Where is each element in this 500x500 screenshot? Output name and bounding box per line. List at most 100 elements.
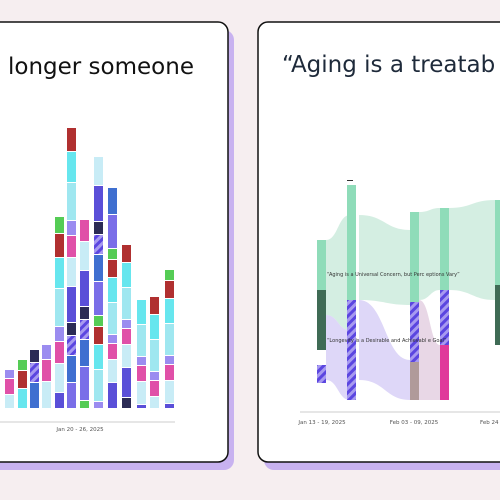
bar-segment	[108, 335, 117, 343]
bar-segment	[108, 344, 117, 359]
bar-segment	[55, 327, 64, 341]
bar-segment	[165, 404, 174, 408]
bar-segment	[165, 365, 174, 380]
node	[440, 290, 449, 345]
bar-segment	[67, 287, 76, 322]
bar-segment	[108, 215, 117, 248]
tick	[347, 180, 353, 181]
bar-segment	[94, 222, 103, 234]
bar-segment	[55, 393, 64, 408]
bar-segment	[94, 282, 103, 315]
bar-segment	[30, 383, 39, 408]
flow	[449, 200, 495, 300]
node	[410, 212, 419, 302]
flow	[419, 208, 440, 300]
x-label: Feb 03 - 09, 2025	[390, 420, 439, 426]
node	[347, 300, 356, 400]
bar-segment	[94, 235, 103, 254]
bar-segment	[150, 315, 159, 339]
bar-segment	[165, 281, 174, 298]
bar-segment	[94, 370, 103, 401]
bar-segment	[94, 316, 103, 326]
bar-segment	[122, 263, 131, 287]
bar-segment	[137, 405, 146, 408]
bar-segment	[55, 217, 64, 233]
flow	[359, 215, 410, 305]
bar-segment	[67, 336, 76, 355]
bar-segment	[165, 270, 174, 280]
bar-segment	[80, 367, 89, 400]
bar-segment	[108, 383, 117, 408]
bar-segment	[94, 327, 103, 344]
bar-segment	[67, 383, 76, 408]
node	[440, 345, 449, 400]
bar-segment	[165, 356, 174, 364]
annotation: “Aging is a Universal Concern, but Perc …	[327, 272, 460, 278]
node	[317, 365, 326, 383]
bar-segment	[80, 307, 89, 319]
bar-segment	[94, 255, 103, 281]
bar-segment	[55, 258, 64, 288]
bar-segment	[137, 300, 146, 324]
bar-segment	[150, 340, 159, 371]
bar-segment	[137, 325, 146, 356]
bar-segment	[94, 402, 103, 408]
bar-segment	[5, 370, 14, 378]
bar-segment	[165, 381, 174, 403]
bar-segment	[5, 379, 14, 394]
bar-segment	[80, 220, 89, 241]
bar-segment	[80, 320, 89, 339]
bar-segment	[67, 356, 76, 382]
bar-segment	[137, 366, 146, 381]
bar-segment	[122, 320, 131, 328]
bar-segment	[108, 278, 117, 302]
left-chart: longer someone Jan 20 - 26, 2025	[0, 54, 194, 433]
bar-segment	[165, 299, 174, 323]
bar-segment	[18, 389, 27, 408]
bar-segment	[67, 183, 76, 220]
card-title: “Aging is a treatab	[282, 52, 495, 78]
bar-segment	[30, 350, 39, 362]
x-label: Jan 13 - 19, 2025	[297, 420, 346, 426]
node	[495, 285, 500, 345]
bar-segment	[150, 397, 159, 408]
bar-segment	[150, 381, 159, 396]
card-title: longer someone	[8, 54, 194, 80]
bar-segment	[94, 186, 103, 221]
bar-segment	[42, 345, 51, 359]
bar-segment	[80, 401, 89, 408]
bar-segment	[165, 324, 174, 355]
bar-segment	[67, 152, 76, 182]
bar-segment	[5, 395, 14, 408]
bar-segment	[67, 236, 76, 257]
flow	[359, 300, 410, 400]
bar-segment	[108, 188, 117, 214]
node	[440, 208, 449, 290]
bar-segment	[30, 363, 39, 382]
bar-segment	[80, 340, 89, 366]
bar-segment	[122, 288, 131, 319]
bar-segment	[67, 128, 76, 151]
bar-segment	[94, 157, 103, 185]
bar-segment	[94, 345, 103, 369]
bar-segment	[67, 221, 76, 235]
bar-segment	[108, 360, 117, 382]
flow	[326, 315, 350, 400]
x-label: Jan 20 - 26, 2025	[55, 427, 104, 433]
bar-segment	[55, 234, 64, 257]
bar-segment	[150, 297, 159, 314]
node	[317, 240, 326, 290]
bar-segment	[67, 258, 76, 286]
bar-segment	[55, 289, 64, 326]
bar-segment	[80, 271, 89, 306]
bar-segment	[122, 345, 131, 367]
x-label: Feb 24	[480, 420, 499, 426]
bar-segment	[137, 382, 146, 404]
bar-segment	[55, 364, 64, 392]
bar-segment	[108, 303, 117, 334]
bar-segment	[122, 368, 131, 397]
node	[317, 290, 326, 350]
node	[410, 302, 419, 362]
annotation: “Longevity is a Desirable and Achievabl …	[327, 338, 447, 344]
